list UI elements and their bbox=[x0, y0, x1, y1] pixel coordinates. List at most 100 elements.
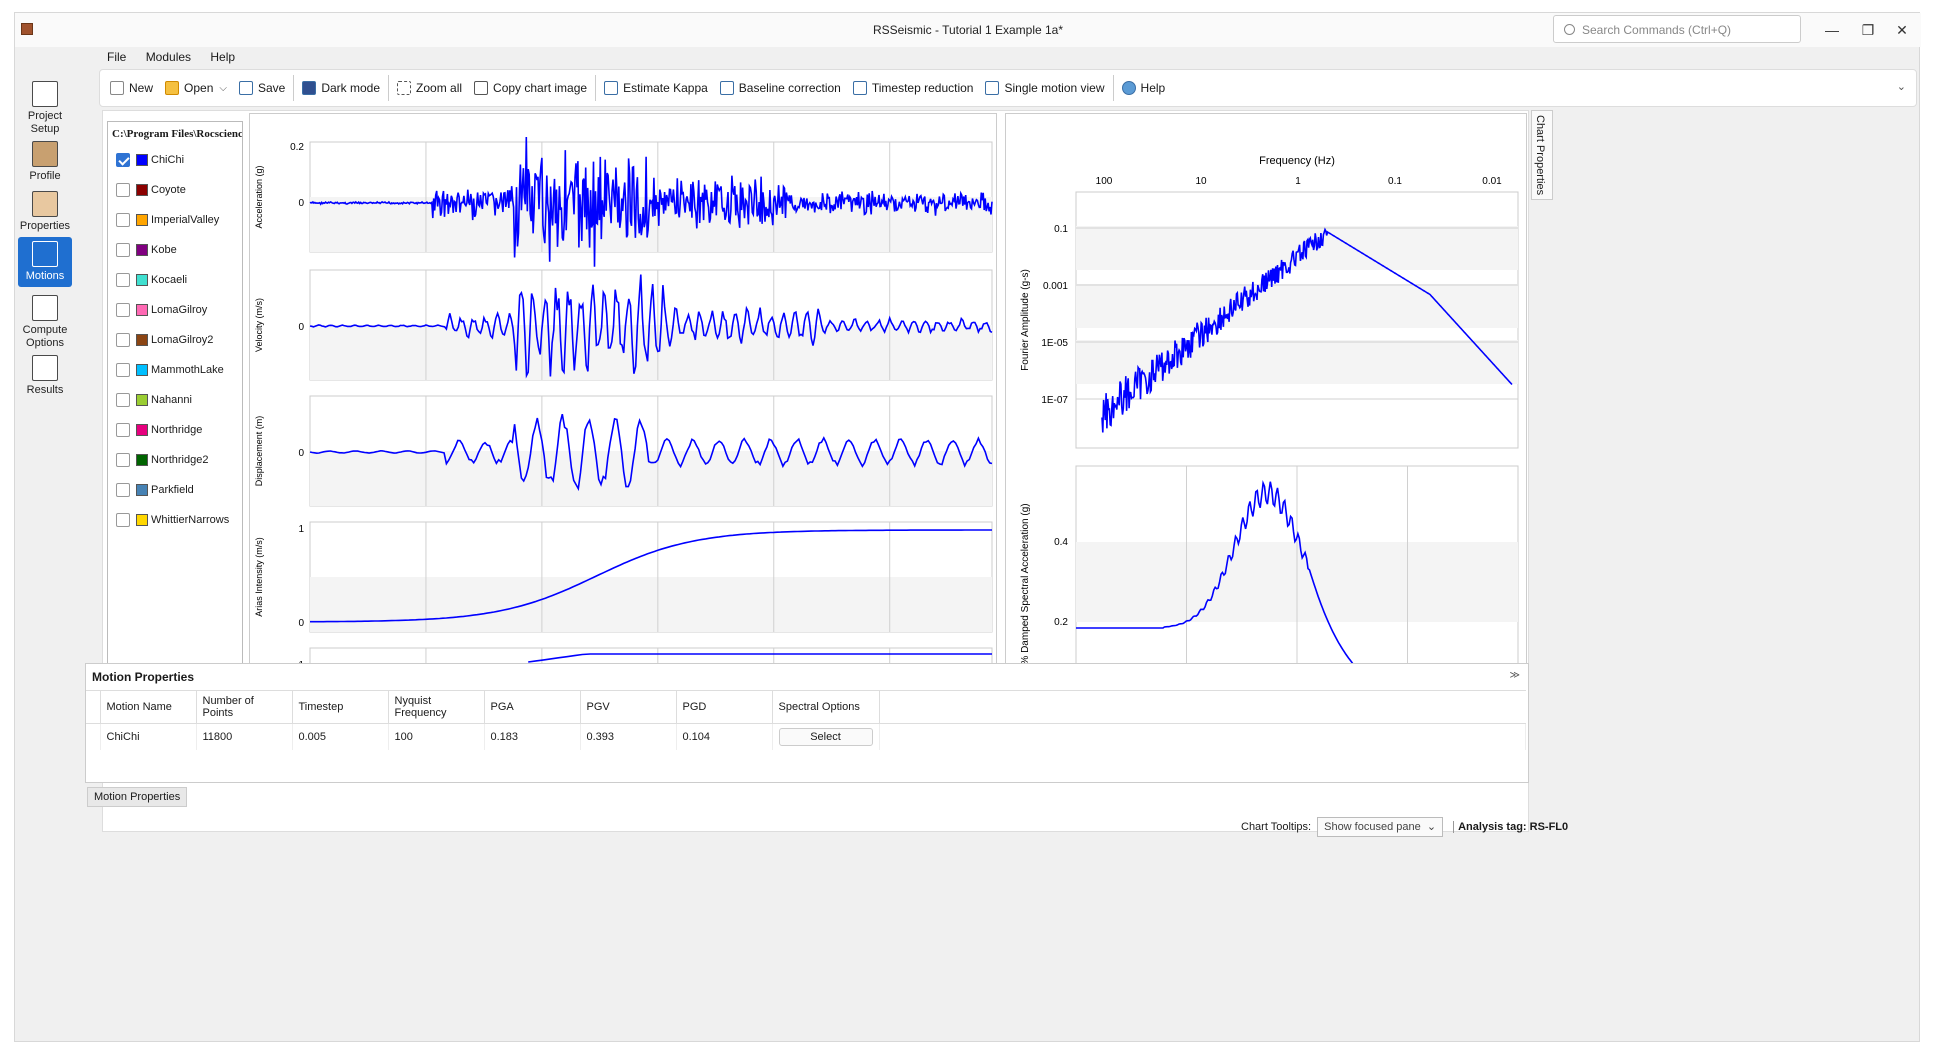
y-tick-label: 0 bbox=[298, 322, 304, 333]
baseline-correction-button[interactable]: Baseline correction bbox=[714, 73, 847, 103]
chart-tooltips-select[interactable]: Show focused pane ⌄ bbox=[1317, 817, 1444, 837]
motion-checkbox[interactable] bbox=[116, 213, 130, 227]
menu-help[interactable]: Help bbox=[210, 50, 236, 64]
restore-icon[interactable]: ❐ bbox=[1861, 22, 1875, 38]
fourier-band bbox=[1076, 340, 1518, 384]
x-tick-label: 0.1 bbox=[1388, 176, 1402, 187]
open-button[interactable]: Open ⌵ bbox=[159, 73, 233, 103]
motion-checkbox[interactable] bbox=[116, 453, 130, 467]
motion-checkbox[interactable] bbox=[116, 513, 130, 527]
motion-checkbox[interactable] bbox=[116, 423, 130, 437]
copy-chart-button[interactable]: Copy chart image bbox=[468, 73, 593, 103]
motion-name: LomaGilroy bbox=[151, 304, 208, 316]
chart-properties-label: Chart Properties bbox=[1534, 115, 1546, 196]
motion-properties-tab[interactable]: Motion Properties bbox=[87, 787, 188, 807]
new-label: New bbox=[129, 81, 154, 95]
save-button[interactable]: Save bbox=[233, 73, 291, 103]
chart-properties-tab[interactable]: Chart Properties bbox=[1531, 110, 1553, 200]
table-cell: 0.005 bbox=[292, 723, 389, 750]
nav-profile[interactable]: Profile bbox=[18, 137, 72, 183]
color-swatch bbox=[136, 244, 148, 256]
motion-checkbox[interactable] bbox=[116, 303, 130, 317]
motion-checkbox[interactable] bbox=[116, 363, 130, 377]
motion-item[interactable]: MammothLake bbox=[116, 360, 224, 380]
motion-item[interactable]: Kobe bbox=[116, 240, 177, 260]
motion-item[interactable]: LomaGilroy2 bbox=[116, 330, 213, 350]
spectral-charts[interactable]: Frequency (Hz) 100 10 1 0.1 0.01 0.1 0.001 1E-05… bbox=[1005, 113, 1527, 673]
time-history-charts[interactable]: Acceleration (g) 0.2 0 Velocity (m/s) 0 Displ… bbox=[249, 113, 997, 673]
table-row[interactable]: ChiChi 11800 0.005 100 0.183 0.393 0.104 Select bbox=[86, 723, 1526, 750]
motion-checkbox[interactable] bbox=[116, 483, 130, 497]
motion-item[interactable]: Northridge2 bbox=[116, 450, 208, 470]
column-header[interactable]: PGV bbox=[580, 690, 677, 724]
timestep-reduction-button[interactable]: Timestep reduction bbox=[847, 73, 980, 103]
motion-item[interactable]: Parkfield bbox=[116, 480, 194, 500]
nav-properties[interactable]: Properties bbox=[18, 187, 72, 233]
kappa-icon bbox=[604, 81, 619, 95]
minimize-icon[interactable]: — bbox=[1825, 22, 1839, 38]
table-cell: ChiChi bbox=[100, 723, 197, 750]
color-swatch bbox=[136, 394, 148, 406]
nav-motions[interactable]: Motions bbox=[18, 237, 72, 287]
menu-modules[interactable]: Modules bbox=[145, 50, 192, 64]
motion-checkbox[interactable] bbox=[116, 153, 130, 167]
column-header[interactable]: Spectral Options bbox=[772, 690, 880, 724]
nav-results[interactable]: Results bbox=[18, 351, 72, 397]
motion-item[interactable]: ImperialValley bbox=[116, 210, 219, 230]
nav-compute-options[interactable]: Compute Options bbox=[18, 291, 72, 349]
motion-checkbox[interactable] bbox=[116, 393, 130, 407]
nav-project-setup-label: Project Setup bbox=[27, 110, 63, 135]
acceleration-trace bbox=[309, 136, 993, 267]
toolbar-expand-icon[interactable]: ⌄ bbox=[1896, 81, 1906, 93]
column-header[interactable]: Timestep bbox=[292, 690, 389, 724]
chevron-down-icon: ⌵ bbox=[219, 82, 227, 94]
zoom-all-button[interactable]: Zoom all bbox=[391, 73, 468, 103]
motion-checkbox[interactable] bbox=[116, 183, 130, 197]
nav-project-setup[interactable]: Project Setup bbox=[18, 77, 72, 135]
motion-checkbox[interactable] bbox=[116, 333, 130, 347]
calculator-icon bbox=[32, 295, 58, 321]
motion-checkbox[interactable] bbox=[116, 243, 130, 257]
estimate-kappa-button[interactable]: Estimate Kappa bbox=[598, 73, 714, 103]
fourier-band bbox=[1076, 226, 1518, 270]
column-header[interactable]: PGD bbox=[676, 690, 773, 724]
motion-properties-table: Motion Name Number of Points Timestep Nyqui… bbox=[86, 690, 1526, 750]
column-header[interactable]: Number of Points bbox=[196, 690, 293, 724]
motion-item[interactable]: Northridge bbox=[116, 420, 202, 440]
help-button[interactable]: Help bbox=[1116, 73, 1172, 103]
close-icon[interactable]: ✕ bbox=[1896, 22, 1908, 38]
column-header[interactable]: PGA bbox=[484, 690, 581, 724]
y-tick-label: 0 bbox=[298, 198, 304, 209]
color-swatch bbox=[136, 214, 148, 226]
spectral-chart: 0.4 0.2 % Damped Spectral Acceleration (g) bbox=[1020, 465, 1519, 672]
spectral-options-select-button[interactable]: Select bbox=[778, 728, 873, 746]
table-cell: 0.183 bbox=[484, 723, 581, 750]
table-header-row: Motion Name Number of Points Timestep Nyqui… bbox=[86, 690, 1526, 724]
motion-item[interactable]: LomaGilroy bbox=[116, 300, 207, 320]
menu-bar: File Modules Help bbox=[99, 47, 243, 69]
motion-item[interactable]: WhittierNarrows bbox=[116, 510, 229, 530]
motion-list: C:\Program Files\Rocscience ChiChi Coyote… bbox=[107, 121, 243, 671]
color-swatch bbox=[136, 154, 148, 166]
project-setup-icon bbox=[32, 81, 58, 107]
motion-checkbox[interactable] bbox=[116, 273, 130, 287]
motion-item[interactable]: Coyote bbox=[116, 180, 186, 200]
color-swatch bbox=[136, 184, 148, 196]
arias-chart-band bbox=[310, 577, 992, 632]
column-header[interactable]: Motion Name bbox=[100, 690, 197, 724]
dark-mode-button[interactable]: Dark mode bbox=[296, 73, 386, 103]
menu-file[interactable]: File bbox=[107, 50, 127, 64]
motion-item[interactable]: Kocaeli bbox=[116, 270, 187, 290]
collapse-icon[interactable]: ≫ bbox=[1509, 670, 1520, 681]
motion-item[interactable]: Nahanni bbox=[116, 390, 192, 410]
column-header[interactable]: Nyquist Frequency bbox=[388, 690, 485, 724]
y-tick-label: 0.4 bbox=[1054, 537, 1068, 548]
timestep-icon bbox=[852, 81, 867, 95]
new-button[interactable]: New bbox=[104, 73, 159, 103]
spectral-svg[interactable]: Frequency (Hz) 100 10 1 0.1 0.01 0.1 0.001 1E-05… bbox=[1006, 114, 1527, 673]
motion-item[interactable]: ChiChi bbox=[116, 150, 184, 170]
search-commands-input[interactable]: Search Commands (Ctrl+Q) bbox=[1553, 15, 1801, 43]
left-navigation: Project Setup Profile Properties Motions… bbox=[15, 77, 75, 401]
single-motion-view-button[interactable]: Single motion view bbox=[979, 73, 1110, 103]
